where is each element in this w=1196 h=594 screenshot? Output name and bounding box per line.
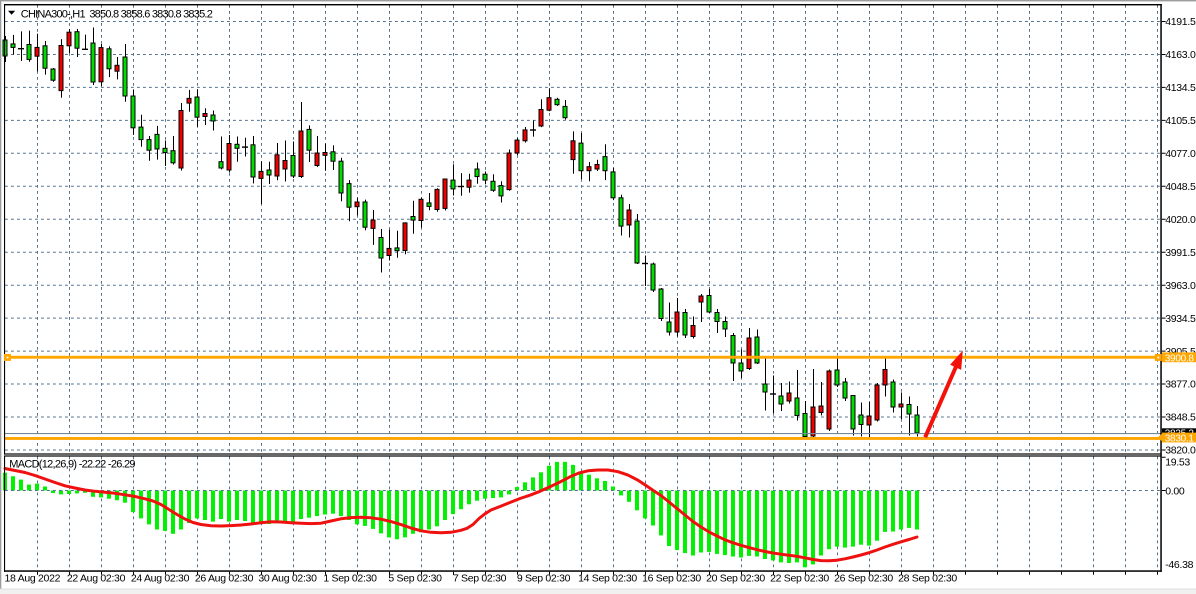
svg-text:5 Sep 02:30: 5 Sep 02:30 <box>388 573 442 585</box>
svg-text:26 Sep 02:30: 26 Sep 02:30 <box>834 573 893 585</box>
svg-text:22 Sep 02:30: 22 Sep 02:30 <box>770 573 829 585</box>
svg-text:20 Sep 02:30: 20 Sep 02:30 <box>706 573 765 585</box>
svg-text:9 Sep 02:30: 9 Sep 02:30 <box>517 573 571 585</box>
svg-text:MACD(12,26,9) -22.22 -26.29: MACD(12,26,9) -22.22 -26.29 <box>9 458 135 470</box>
svg-text:3900.8: 3900.8 <box>1165 353 1195 364</box>
svg-text:4191.5: 4191.5 <box>1165 16 1196 28</box>
svg-text:14 Sep 02:30: 14 Sep 02:30 <box>578 573 637 585</box>
svg-text:4020.0: 4020.0 <box>1165 214 1196 226</box>
svg-text:28 Sep 02:30: 28 Sep 02:30 <box>898 573 957 585</box>
svg-text:4048.5: 4048.5 <box>1165 181 1196 193</box>
svg-text:4105.5: 4105.5 <box>1165 115 1196 127</box>
svg-text:0.00: 0.00 <box>1165 486 1185 498</box>
svg-text:3830.1: 3830.1 <box>1165 434 1195 445</box>
svg-text:4134.5: 4134.5 <box>1165 82 1196 94</box>
svg-text:7 Sep 02:30: 7 Sep 02:30 <box>453 573 507 585</box>
svg-text:16 Sep 02:30: 16 Sep 02:30 <box>642 573 701 585</box>
svg-text:18 Aug 2022: 18 Aug 2022 <box>5 573 61 585</box>
svg-text:3820.0: 3820.0 <box>1165 445 1196 457</box>
svg-text:24 Aug 02:30: 24 Aug 02:30 <box>131 573 190 585</box>
svg-text:4163.0: 4163.0 <box>1165 49 1196 61</box>
svg-text:3991.5: 3991.5 <box>1165 247 1196 259</box>
svg-text:1 Sep 02:30: 1 Sep 02:30 <box>323 573 377 585</box>
svg-text:3963.0: 3963.0 <box>1165 280 1196 292</box>
svg-text:19.53: 19.53 <box>1165 457 1190 469</box>
svg-text:CHINA300-,H1 3850.8 3858.6 38: CHINA300-,H1 3850.8 3858.6 3830.8 3835.2 <box>21 9 213 21</box>
svg-text:4077.0: 4077.0 <box>1165 148 1196 160</box>
svg-text:26 Aug 02:30: 26 Aug 02:30 <box>195 573 254 585</box>
svg-text:3848.5: 3848.5 <box>1165 412 1196 424</box>
svg-text:30 Aug 02:30: 30 Aug 02:30 <box>258 573 317 585</box>
svg-text:-46.38: -46.38 <box>1165 559 1193 571</box>
svg-text:3934.5: 3934.5 <box>1165 313 1196 325</box>
svg-text:22 Aug 02:30: 22 Aug 02:30 <box>67 573 126 585</box>
svg-text:3877.0: 3877.0 <box>1165 379 1196 391</box>
